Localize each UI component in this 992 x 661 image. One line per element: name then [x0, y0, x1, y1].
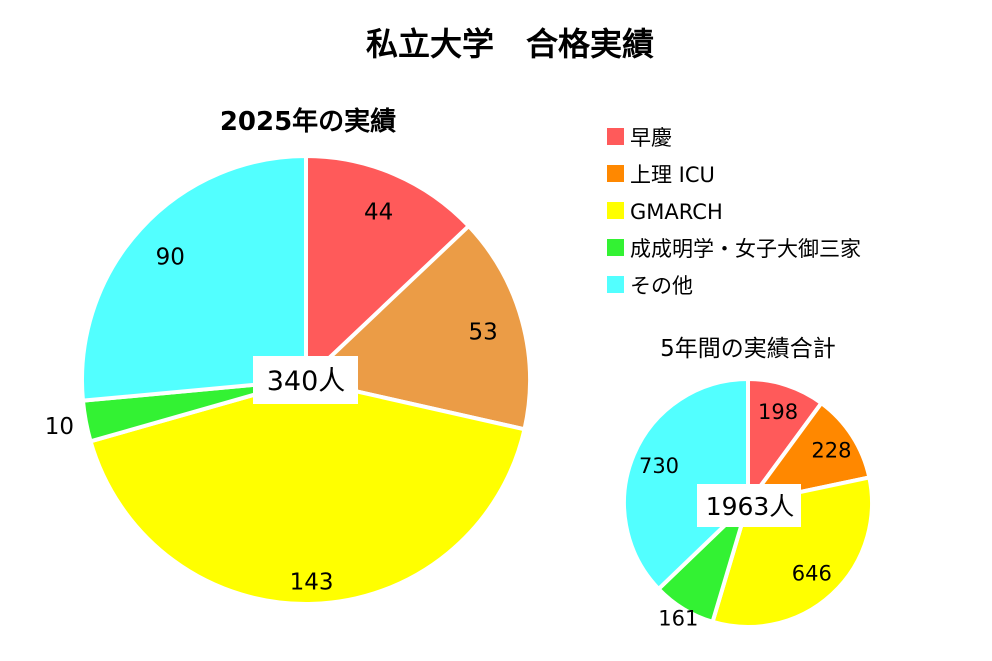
pie-5yr-value-labels: 198 228 646 161 730 [639, 400, 851, 630]
pie-2025-slice-4 [80, 154, 308, 403]
legend-swatch-3 [607, 239, 624, 256]
pie-5yr-value-label-2: 646 [792, 561, 832, 585]
pie-2025-value-label-0: 44 [364, 199, 393, 225]
pie-2025-title: 2025年の実績 [220, 106, 396, 137]
legend-swatch-0 [607, 128, 624, 145]
pie-2025-value-label-3: 10 [45, 414, 74, 440]
pie-2025-slices [80, 154, 532, 606]
pie-2025-value-label-2: 143 [290, 570, 334, 596]
pie-5yr-title: 5年間の実績合計 [660, 336, 836, 362]
legend-label-3: 成成明学・女子大御三家 [630, 237, 861, 261]
legend-swatch-1 [607, 165, 624, 182]
pie-5yr-value-label-3: 161 [658, 606, 698, 630]
pie-chart-2025: 2025年の実績 44 53 143 10 90 340人 [45, 106, 532, 606]
legend-label-4: その他 [630, 274, 693, 298]
pie-2025-center-box [253, 356, 358, 404]
chart-main-title: 私立大学 合格実績 [366, 25, 654, 63]
pie-5yr-slice-1 [746, 401, 872, 505]
legend-swatch-4 [607, 276, 624, 293]
legend-label-2: GMARCH [630, 200, 723, 224]
pie-2025-slice-2 [88, 378, 527, 606]
pie-2025-slice-0 [304, 154, 471, 382]
pie-5yr-center-label: 1963人 [706, 492, 795, 521]
pie-5yr-slice-4 [622, 377, 750, 591]
pie-5yr-value-label-1: 228 [811, 438, 851, 462]
pie-2025-value-label-4: 90 [156, 244, 185, 270]
pie-5yr-value-label-0: 198 [758, 400, 798, 424]
pie-2025-value-label-1: 53 [468, 319, 497, 345]
legend-label-1: 上理 ICU [630, 163, 715, 187]
legend-swatch-2 [607, 202, 624, 219]
pie-5yr-value-label-4: 730 [639, 454, 679, 478]
pie-5yr-center-box [697, 484, 801, 527]
pie-2025-value-labels: 44 53 143 10 90 [45, 199, 498, 595]
pie-2025-center-label: 340人 [267, 366, 346, 397]
legend-label-0: 早慶 [630, 126, 672, 150]
pie-2025-slice-1 [304, 224, 532, 432]
pie-chart-5-year-total: 5年間の実績合計 198 228 646 161 730 1963人 [622, 336, 874, 630]
